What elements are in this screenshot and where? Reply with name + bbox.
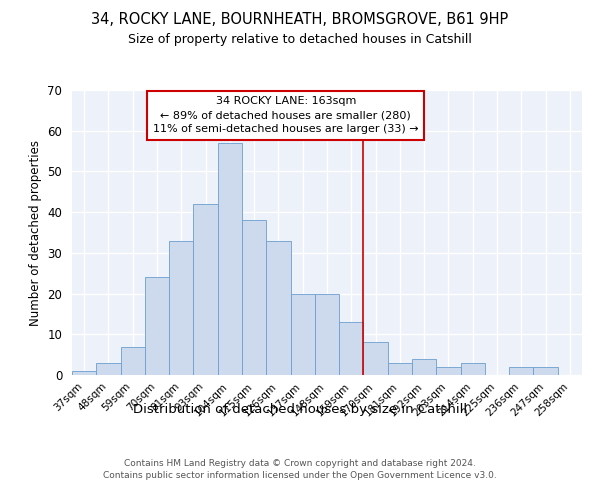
Bar [315,294,339,375]
Bar [193,204,218,375]
Bar [218,143,242,375]
Bar [388,363,412,375]
Bar [169,240,193,375]
Bar [96,363,121,375]
Text: 34 ROCKY LANE: 163sqm
← 89% of detached houses are smaller (280)
11% of semi-det: 34 ROCKY LANE: 163sqm ← 89% of detached … [153,96,419,134]
Bar [290,294,315,375]
Text: Distribution of detached houses by size in Catshill: Distribution of detached houses by size … [133,402,467,415]
Bar [121,346,145,375]
Bar [145,278,169,375]
Bar [509,367,533,375]
Bar [533,367,558,375]
Bar [339,322,364,375]
Text: Size of property relative to detached houses in Catshill: Size of property relative to detached ho… [128,32,472,46]
Bar [364,342,388,375]
Bar [72,371,96,375]
Bar [412,358,436,375]
Text: Contains HM Land Registry data © Crown copyright and database right 2024.: Contains HM Land Registry data © Crown c… [124,458,476,468]
Bar [436,367,461,375]
Bar [461,363,485,375]
Text: 34, ROCKY LANE, BOURNHEATH, BROMSGROVE, B61 9HP: 34, ROCKY LANE, BOURNHEATH, BROMSGROVE, … [91,12,509,28]
Bar [266,240,290,375]
Text: Contains public sector information licensed under the Open Government Licence v3: Contains public sector information licen… [103,471,497,480]
Bar [242,220,266,375]
Y-axis label: Number of detached properties: Number of detached properties [29,140,42,326]
